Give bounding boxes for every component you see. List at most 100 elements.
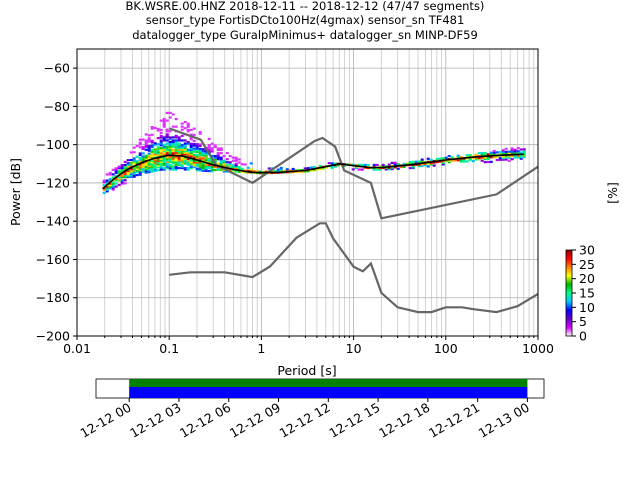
psd-cell xyxy=(213,156,217,159)
psd-cell xyxy=(207,159,211,162)
psd-cell xyxy=(312,165,316,169)
psd-cell xyxy=(147,146,151,149)
psd-cell xyxy=(210,162,214,165)
psd-cell xyxy=(150,161,154,164)
psd-cell xyxy=(309,166,313,169)
psd-cell xyxy=(156,161,160,164)
psd-cell xyxy=(249,162,253,165)
psd-cell xyxy=(189,142,193,145)
psd-cell xyxy=(180,128,184,131)
psd-cell xyxy=(501,157,505,160)
psd-cell xyxy=(210,160,214,164)
psd-cell xyxy=(288,169,292,172)
psd-cell xyxy=(483,156,487,159)
psd-cell xyxy=(129,175,133,178)
psd-cell xyxy=(318,167,322,171)
psd-cell xyxy=(372,168,376,171)
psd-cell xyxy=(159,147,163,150)
psd-cell xyxy=(399,165,403,169)
psd-cell xyxy=(174,162,178,165)
psd-cell xyxy=(138,160,142,163)
x-tick-label: 1 xyxy=(257,341,265,356)
psd-cell xyxy=(393,161,397,164)
psd-cell xyxy=(123,173,127,176)
psd-cell xyxy=(180,145,184,148)
psd-cell xyxy=(300,170,304,173)
psd-cell xyxy=(201,149,205,152)
psd-cell xyxy=(189,165,193,168)
psd-cell xyxy=(237,166,241,169)
psd-cell xyxy=(231,167,235,170)
psd-cell xyxy=(159,128,163,131)
psd-cell xyxy=(171,165,175,168)
psd-cell xyxy=(165,133,169,136)
psd-cell xyxy=(198,155,202,158)
psd-cell xyxy=(174,151,178,154)
psd-cell xyxy=(507,155,511,158)
psd-cell xyxy=(207,157,211,160)
psd-cell xyxy=(123,160,127,163)
psd-cell xyxy=(132,166,136,169)
psd-cell xyxy=(381,163,385,167)
psd-cell xyxy=(153,160,157,163)
psd-cell xyxy=(513,150,517,153)
psd-cell xyxy=(162,156,166,159)
psd-cell xyxy=(510,151,514,155)
psd-cell xyxy=(111,188,115,191)
psd-cell xyxy=(183,120,187,124)
psd-cell xyxy=(225,158,229,161)
psd-cell xyxy=(504,152,508,155)
psd-cell xyxy=(201,148,205,151)
psd-cell xyxy=(150,170,154,173)
psd-cell xyxy=(249,168,253,171)
psd-cell xyxy=(441,157,445,160)
psd-cell xyxy=(210,150,214,153)
psd-cell xyxy=(276,170,280,173)
psd-cell xyxy=(195,150,199,153)
psd-cell xyxy=(168,153,172,156)
psd-cell xyxy=(135,166,139,169)
psd-cell xyxy=(519,148,523,151)
psd-cell xyxy=(186,153,190,156)
psd-cell xyxy=(207,145,211,148)
psd-cell xyxy=(153,162,157,165)
psd-cell xyxy=(102,181,106,184)
psd-cell xyxy=(159,119,163,122)
psd-cell xyxy=(111,185,115,188)
psd-cell xyxy=(195,149,199,152)
psd-cell xyxy=(159,144,163,147)
psd-cell xyxy=(429,163,433,166)
psd-cell xyxy=(330,165,334,168)
psd-cell xyxy=(138,169,142,172)
psd-cell xyxy=(150,156,154,159)
psd-cell xyxy=(195,169,199,172)
psd-cell xyxy=(165,130,169,133)
psd-cell xyxy=(153,149,157,153)
psd-cell xyxy=(126,174,130,177)
colorbar-label: [%] xyxy=(605,182,620,204)
psd-cell xyxy=(147,155,151,158)
psd-cell xyxy=(138,146,142,149)
psd-cell xyxy=(150,164,154,167)
psd-cell xyxy=(174,147,178,150)
psd-cell xyxy=(492,152,496,156)
psd-cell xyxy=(228,168,232,172)
psd-cell xyxy=(195,153,199,157)
psd-cell xyxy=(204,149,208,153)
psd-cell xyxy=(171,113,175,116)
psd-cell xyxy=(183,147,187,150)
psd-cell xyxy=(192,164,196,167)
psd-cell xyxy=(102,179,106,182)
psd-cell xyxy=(447,154,451,158)
psd-cell xyxy=(135,161,139,164)
psd-cell xyxy=(141,156,145,160)
psd-cell xyxy=(159,163,163,167)
psd-cell xyxy=(189,144,193,147)
psd-cell xyxy=(144,168,148,171)
psd-cell xyxy=(234,162,238,165)
psd-cell xyxy=(456,154,460,157)
psd-cell xyxy=(123,179,127,182)
psd-cell xyxy=(195,161,199,164)
psd-cell xyxy=(189,156,193,159)
psd-cell xyxy=(114,179,118,182)
